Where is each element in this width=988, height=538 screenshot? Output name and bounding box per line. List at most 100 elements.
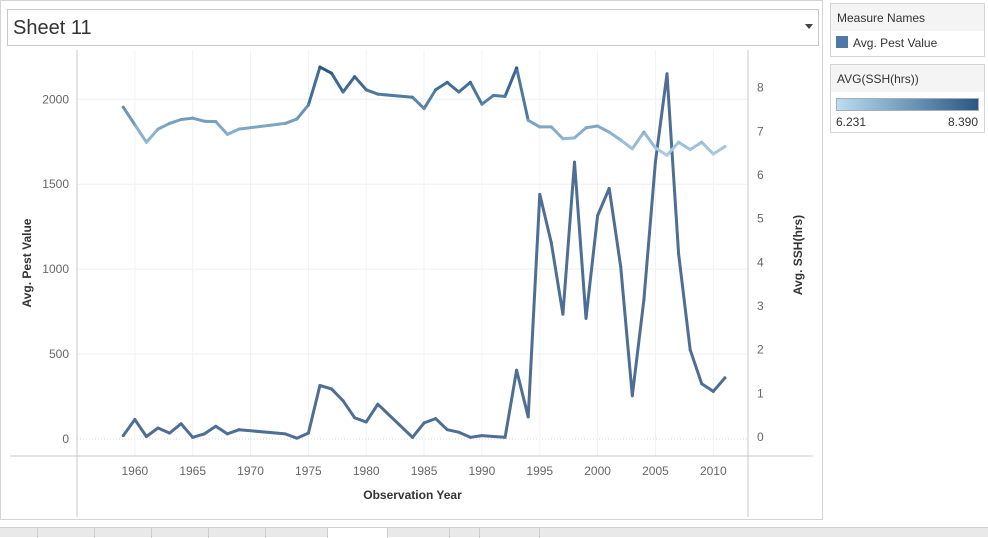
ssh-point[interactable] (133, 123, 136, 126)
ssh-point[interactable] (122, 106, 125, 109)
ssh-point[interactable] (515, 66, 518, 69)
ssh-point[interactable] (492, 94, 495, 97)
ssh-point[interactable] (284, 122, 287, 125)
ssh-point[interactable] (596, 125, 599, 128)
ssh-point[interactable] (203, 120, 206, 123)
pest-value-point[interactable] (191, 436, 194, 439)
ssh-point[interactable] (619, 139, 622, 142)
ssh-point[interactable] (156, 128, 159, 131)
ssh-point[interactable] (469, 81, 472, 84)
ssh-point[interactable] (654, 146, 657, 149)
ssh-point[interactable] (538, 125, 541, 128)
pest-value-point[interactable] (654, 161, 657, 164)
ssh-point[interactable] (677, 141, 680, 144)
ssh-point[interactable] (434, 88, 437, 91)
ssh-point[interactable] (585, 126, 588, 129)
pest-value-point[interactable] (631, 394, 634, 397)
pest-value-point[interactable] (480, 434, 483, 437)
ssh-point[interactable] (376, 93, 379, 96)
ssh-point[interactable] (504, 95, 507, 98)
ssh-point[interactable] (145, 141, 148, 144)
pest-value-point[interactable] (203, 432, 206, 435)
ssh-point[interactable] (353, 75, 356, 78)
pest-value-point[interactable] (411, 436, 414, 439)
pest-value-point[interactable] (550, 241, 553, 244)
pest-value-point[interactable] (469, 436, 472, 439)
ssh-point[interactable] (689, 148, 692, 151)
pest-value-point[interactable] (180, 422, 183, 425)
pest-value-point[interactable] (492, 435, 495, 438)
ssh-point[interactable] (365, 88, 368, 91)
ssh-point[interactable] (411, 96, 414, 99)
pest-value-point[interactable] (608, 187, 611, 190)
pest-value-point[interactable] (666, 72, 669, 75)
ssh-point[interactable] (318, 66, 321, 69)
pest-value-point[interactable] (318, 384, 321, 387)
ssh-point[interactable] (307, 104, 310, 107)
pest-value-point[interactable] (284, 432, 287, 435)
pest-value-point[interactable] (330, 387, 333, 390)
pest-value-point[interactable] (457, 431, 460, 434)
ssh-point[interactable] (700, 141, 703, 144)
pest-value-point[interactable] (214, 425, 217, 428)
pest-value-point[interactable] (596, 214, 599, 217)
ssh-point[interactable] (214, 120, 217, 123)
ssh-point[interactable] (423, 107, 426, 110)
ssh-point[interactable] (573, 136, 576, 139)
pest-value-point[interactable] (585, 317, 588, 320)
pest-value-point[interactable] (342, 399, 345, 402)
pest-value-point[interactable] (156, 426, 159, 429)
ssh-point[interactable] (723, 145, 726, 148)
pest-value-point[interactable] (365, 421, 368, 424)
pest-value-point[interactable] (538, 193, 541, 196)
ssh-point[interactable] (608, 131, 611, 134)
pest-value-point[interactable] (561, 313, 564, 316)
ssh-point[interactable] (480, 103, 483, 106)
pest-value-point[interactable] (353, 416, 356, 419)
ssh-point[interactable] (191, 117, 194, 120)
ssh-point[interactable] (712, 152, 715, 155)
pest-value-point[interactable] (295, 437, 298, 440)
ssh-point[interactable] (561, 137, 564, 140)
ssh-point[interactable] (237, 128, 240, 131)
pest-value-point[interactable] (689, 348, 692, 351)
pest-value-point[interactable] (446, 428, 449, 431)
pest-value-point[interactable] (133, 418, 136, 421)
legend-item-avg-pest-value[interactable]: Avg. Pest Value (831, 31, 984, 56)
pest-value-point[interactable] (573, 161, 576, 164)
pest-value-point[interactable] (423, 421, 426, 424)
pest-value-point[interactable] (527, 415, 530, 418)
pest-value-point[interactable] (307, 432, 310, 435)
pest-value-point[interactable] (168, 432, 171, 435)
pest-value-point[interactable] (122, 434, 125, 437)
pest-value-point[interactable] (504, 436, 507, 439)
ssh-point[interactable] (168, 122, 171, 125)
ssh-point[interactable] (666, 154, 669, 157)
y2-tick-label: 6 (757, 168, 764, 182)
pest-value-point[interactable] (642, 298, 645, 301)
ssh-point[interactable] (226, 133, 229, 136)
pest-value-point[interactable] (376, 403, 379, 406)
ssh-point[interactable] (295, 118, 298, 121)
pest-value-point[interactable] (619, 265, 622, 268)
ssh-point[interactable] (631, 147, 634, 150)
pest-value-point[interactable] (677, 252, 680, 255)
pest-value-point[interactable] (237, 428, 240, 431)
ssh-point[interactable] (642, 131, 645, 134)
ssh-point[interactable] (550, 125, 553, 128)
pest-value-point[interactable] (712, 390, 715, 393)
ssh-line-segment (713, 147, 725, 154)
ssh-point[interactable] (446, 81, 449, 84)
pest-value-point[interactable] (434, 417, 437, 420)
pest-value-point[interactable] (700, 382, 703, 385)
ssh-point[interactable] (180, 118, 183, 121)
ssh-point[interactable] (342, 90, 345, 93)
pest-value-point[interactable] (723, 376, 726, 379)
pest-value-point[interactable] (515, 369, 518, 372)
pest-value-point[interactable] (226, 432, 229, 435)
ssh-line-segment (517, 68, 529, 120)
ssh-point[interactable] (527, 119, 530, 122)
ssh-point[interactable] (330, 72, 333, 75)
ssh-point[interactable] (457, 90, 460, 93)
pest-value-point[interactable] (145, 435, 148, 438)
